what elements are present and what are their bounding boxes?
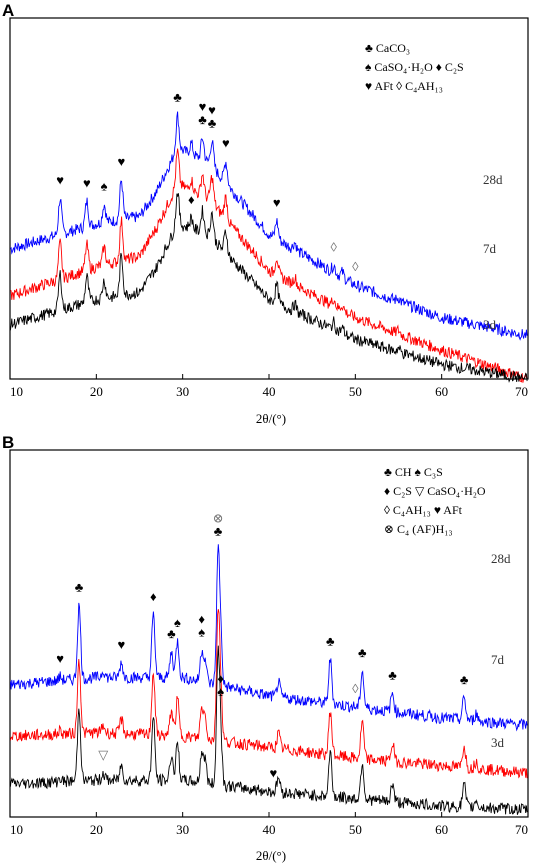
phase-marker: ♠	[174, 615, 181, 630]
phase-marker: ♥	[118, 154, 126, 169]
x-tick-label: 60	[435, 384, 448, 399]
x-tick-label: 10	[10, 384, 23, 399]
series-label-3d: 3d	[491, 735, 505, 750]
phase-marker: ♦	[198, 611, 205, 626]
series-label-7d: 7d	[491, 652, 505, 667]
x-tick-label: 20	[90, 822, 103, 837]
series-label-3d: 3d	[483, 317, 497, 332]
panel-letter: A	[2, 1, 14, 20]
phase-marker: ♠	[198, 624, 205, 639]
x-tick-label: 50	[349, 822, 362, 837]
x-tick-label: 10	[10, 822, 23, 837]
phase-marker: ♥	[222, 135, 230, 150]
x-tick-label: 70	[515, 822, 528, 837]
x-tick-label: 40	[263, 384, 276, 399]
phase-marker: ♣	[198, 112, 207, 127]
series-label-28d: 28d	[483, 172, 503, 187]
phase-marker: ♦	[188, 192, 195, 207]
phase-marker: ♣	[167, 626, 176, 641]
series-line-3d	[9, 645, 528, 815]
phase-marker: ▽	[98, 747, 108, 762]
phase-marker: ♥	[118, 637, 126, 652]
legend-entry: ♥ AFt ◊ C₄AH₁₃	[365, 79, 443, 93]
phase-marker: ♠	[217, 684, 224, 699]
phase-marker: ♥	[273, 195, 281, 210]
phase-marker: ♥	[269, 766, 277, 781]
phase-marker: ♥	[199, 99, 207, 114]
phase-marker: ♥	[83, 175, 91, 190]
phase-marker: ♣	[388, 667, 397, 682]
phase-marker: ◊	[331, 239, 338, 254]
x-tick-label: 60	[435, 822, 448, 837]
phase-marker: ♥	[56, 651, 64, 666]
phase-marker: ♦	[150, 589, 157, 604]
legend-entry: ♠ CaSO₄·H₂O ♦ C₂S	[365, 60, 464, 74]
phase-marker: ⊗	[213, 510, 224, 525]
phase-marker: ♣	[75, 580, 84, 595]
legend-entry: ♣ CaCO₃	[365, 41, 410, 55]
x-axis-title: 2θ/(°)	[256, 411, 286, 426]
x-tick-label: 30	[176, 822, 189, 837]
legend-entry: ♣ CH ♠ C₃S	[384, 465, 443, 479]
panel-letter: B	[2, 433, 14, 452]
phase-marker: ♣	[326, 634, 335, 649]
series-line-28d	[9, 544, 528, 732]
x-tick-label: 30	[176, 384, 189, 399]
phase-marker: ♣	[460, 672, 469, 687]
phase-marker: ◊	[352, 681, 359, 696]
legend-entry: ⊗ C₄ (AF)H₁₃	[384, 522, 453, 536]
phase-marker: ◊	[352, 259, 359, 274]
phase-marker: ♣	[173, 89, 182, 104]
legend-entry: ♦ C₂S ▽ CaSO₄·H₂O	[384, 484, 486, 498]
legend-entry: ◊ C₄AH₁₃ ♥ AFt	[384, 503, 463, 517]
phase-marker: ♣	[214, 523, 223, 538]
phase-marker: ♠	[101, 178, 108, 193]
series-line-7d	[9, 609, 528, 779]
phase-marker: ♥	[56, 172, 64, 187]
series-line-3d	[9, 193, 528, 383]
x-tick-label: 40	[263, 822, 276, 837]
x-tick-label: 70	[515, 384, 528, 399]
series-label-28d: 28d	[491, 551, 511, 566]
panel-b: B10 20 30 40 50 60 702θ/(°)28d7d3d♥♣♥♦♣♠♠♦♣⊗♣◊…	[2, 433, 529, 863]
x-tick-label: 20	[90, 384, 103, 399]
series-label-7d: 7d	[483, 241, 497, 256]
series-line-28d	[10, 111, 528, 341]
phase-marker: ♦	[217, 671, 224, 686]
phase-marker: ♥	[208, 102, 216, 117]
x-tick-label: 50	[349, 384, 362, 399]
phase-marker: ♣	[208, 115, 217, 130]
phase-marker: ♣	[358, 645, 367, 660]
x-axis-title: 2θ/(°)	[256, 848, 286, 863]
series-line-7d	[10, 148, 528, 383]
